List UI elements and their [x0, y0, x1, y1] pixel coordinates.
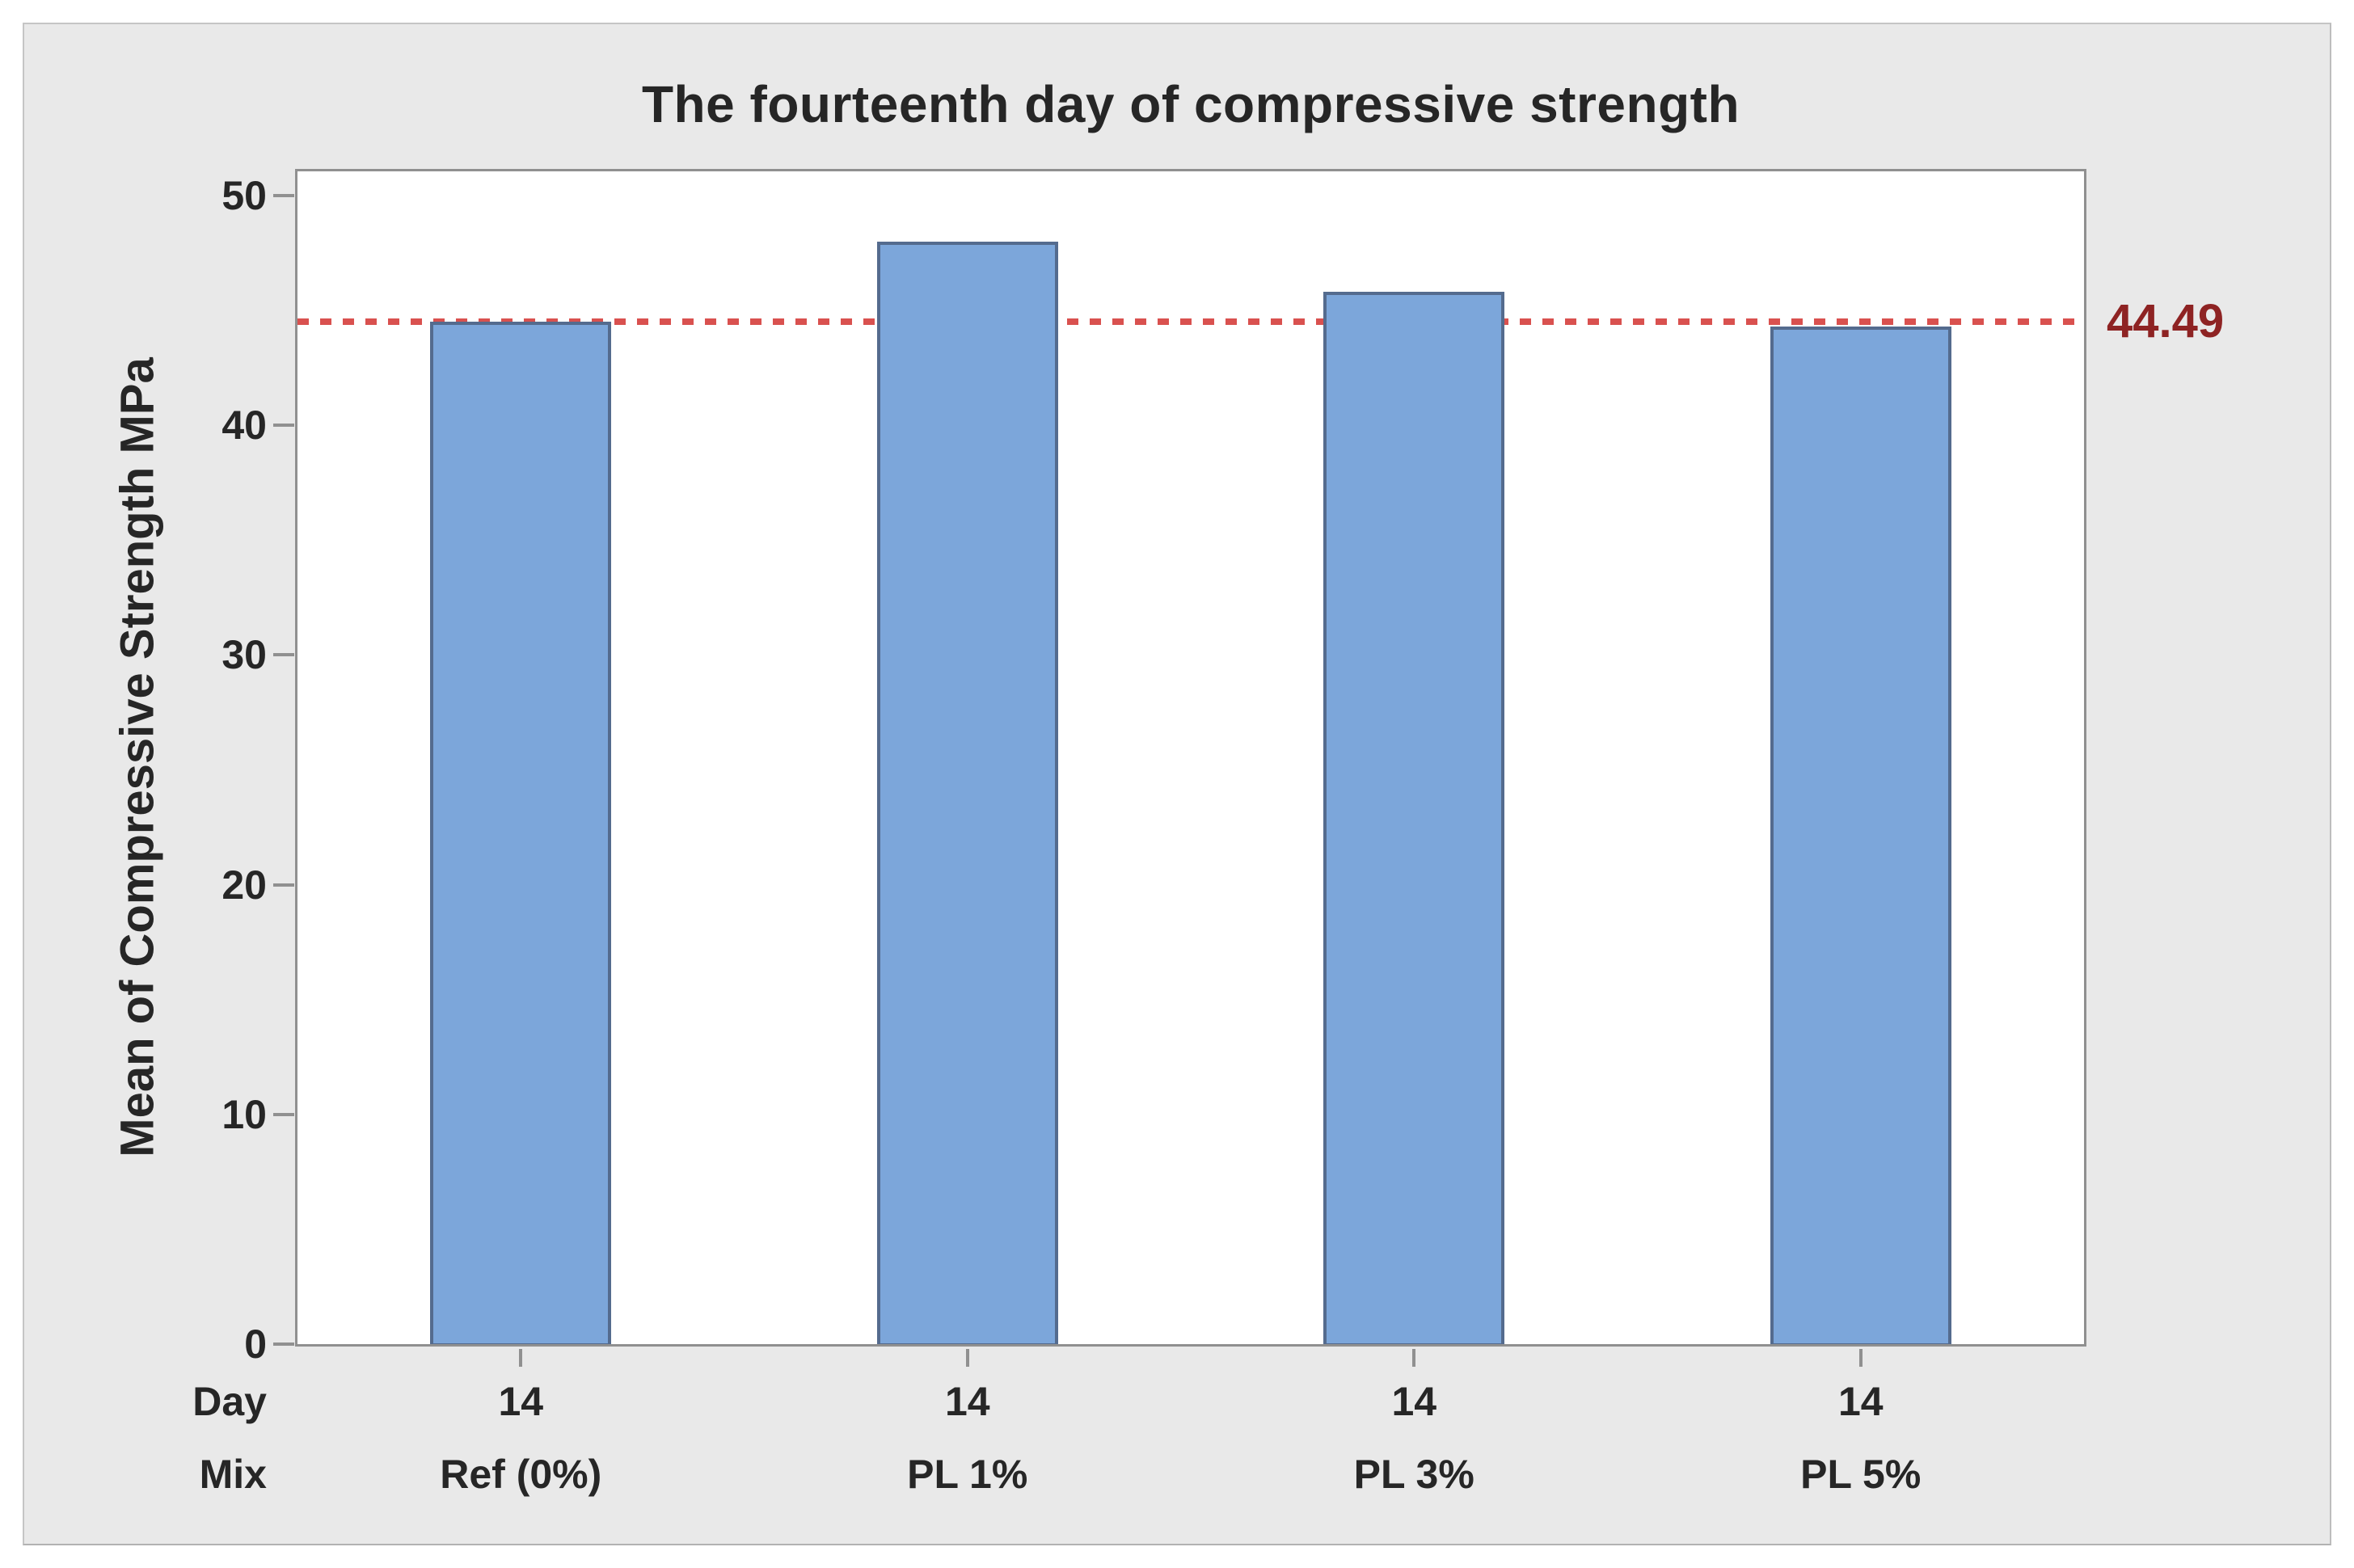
y-tick-label: 40 — [221, 403, 267, 449]
reference-line — [297, 318, 2084, 326]
x-mix-tick-label: PL 5% — [1800, 1452, 1922, 1497]
x-axis-line — [295, 1344, 2086, 1347]
x-tick-mark — [519, 1349, 523, 1367]
bar — [1770, 326, 1951, 1347]
y-tick-label: 0 — [244, 1321, 267, 1367]
y-tick-mark — [273, 883, 294, 887]
x-day-tick-label: 14 — [944, 1379, 990, 1424]
y-tick-label: 30 — [221, 632, 267, 678]
x-tick-mark — [965, 1349, 969, 1367]
x-tick-mark — [1858, 1349, 1863, 1367]
x-day-tick-label: 14 — [498, 1379, 544, 1424]
y-tick-mark — [273, 193, 294, 197]
y-tick-mark — [273, 424, 294, 428]
x-mix-tick-label: PL 3% — [1353, 1452, 1474, 1497]
y-tick-label: 50 — [221, 172, 267, 218]
x-axis-row-label-day: Day — [192, 1379, 267, 1424]
y-tick-label: 20 — [221, 862, 267, 908]
bar — [1323, 292, 1505, 1347]
x-tick-mark — [1412, 1349, 1416, 1367]
y-axis-title: Mean of Compressive Strength MPa — [111, 357, 164, 1157]
x-mix-tick-label: PL 1% — [907, 1452, 1028, 1497]
y-tick-mark — [273, 653, 294, 657]
bar — [876, 241, 1058, 1347]
reference-line-label: 44.49 — [2107, 295, 2225, 348]
y-tick-mark — [273, 1112, 294, 1116]
x-day-tick-label: 14 — [1391, 1379, 1437, 1424]
y-tick-label: 10 — [221, 1091, 267, 1137]
bar — [430, 322, 612, 1347]
x-mix-tick-label: Ref (0%) — [440, 1452, 602, 1497]
chart-title: The fourteenth day of compressive streng… — [641, 75, 1740, 133]
x-axis-row-label-mix: Mix — [199, 1452, 267, 1497]
x-day-tick-label: 14 — [1837, 1379, 1884, 1424]
y-tick-mark — [273, 1342, 294, 1346]
